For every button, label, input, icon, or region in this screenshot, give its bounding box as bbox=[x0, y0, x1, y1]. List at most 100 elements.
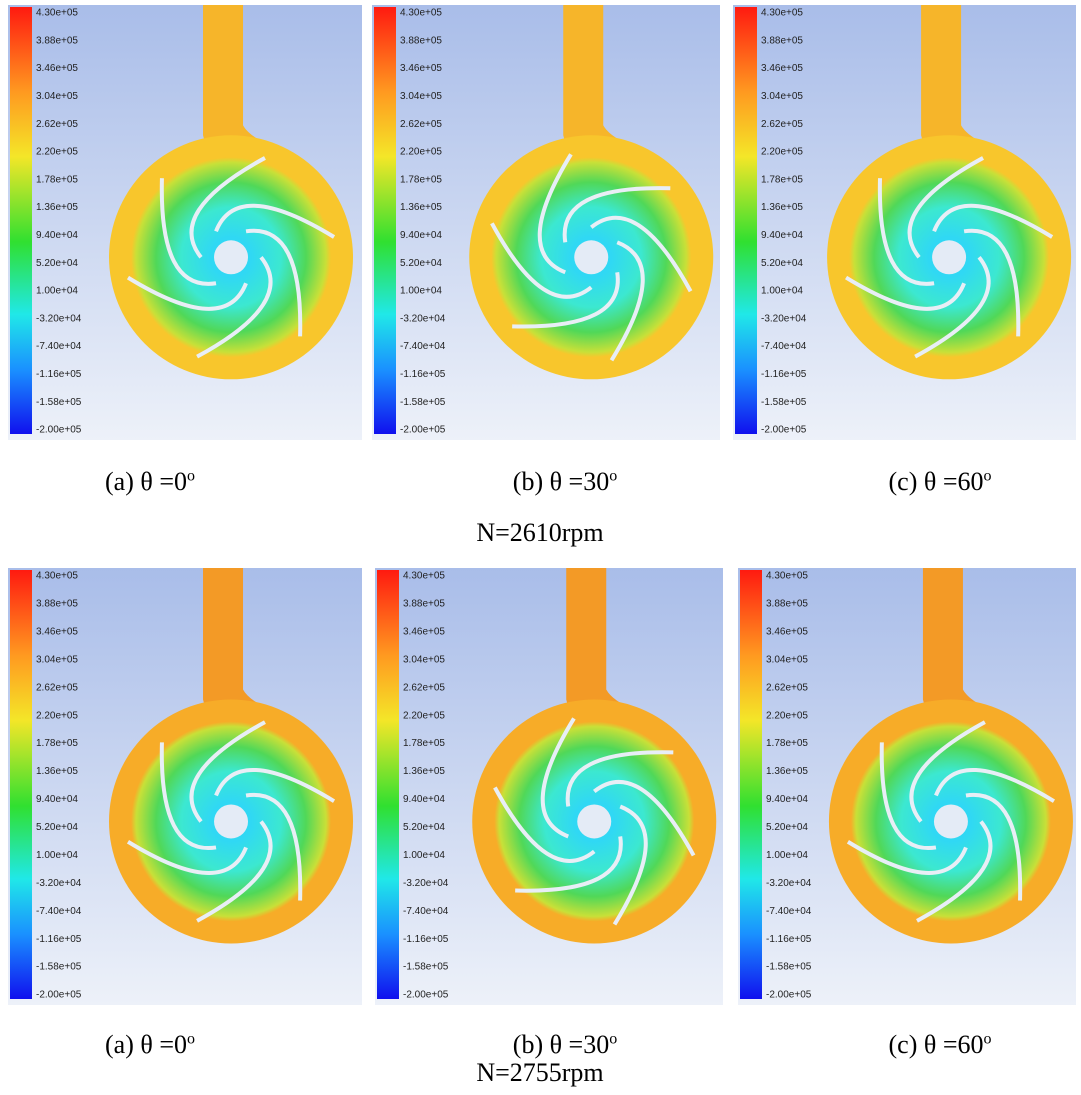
colorbar-label: 5.20e+04 bbox=[761, 258, 803, 269]
colorbar-label: 1.36e+05 bbox=[403, 766, 445, 777]
blade bbox=[515, 836, 623, 893]
blade bbox=[537, 153, 573, 275]
blade bbox=[540, 717, 576, 839]
colorbar-label: 1.36e+05 bbox=[766, 766, 808, 777]
colorbar-label: -2.00e+05 bbox=[400, 425, 446, 436]
blade bbox=[214, 767, 336, 803]
hub bbox=[933, 804, 968, 839]
caption-text: (a) θ =0 bbox=[105, 1030, 187, 1059]
blade bbox=[245, 228, 303, 337]
colorbar-label: -1.16e+05 bbox=[400, 369, 446, 380]
blade bbox=[159, 742, 217, 851]
colorbar-label: 5.20e+04 bbox=[36, 822, 78, 833]
degree-mark: o bbox=[609, 1030, 618, 1048]
group-label: N=2610rpm bbox=[476, 518, 604, 547]
blade bbox=[562, 186, 671, 243]
colorbar-label: 1.00e+04 bbox=[766, 850, 808, 861]
colorbar-label: 2.20e+05 bbox=[761, 147, 803, 158]
blade bbox=[963, 228, 1021, 337]
colorbar-label: -7.40e+04 bbox=[36, 341, 82, 352]
colorbar-label: 2.20e+05 bbox=[403, 710, 445, 721]
blade bbox=[490, 222, 593, 299]
colorbar-label: 2.62e+05 bbox=[403, 682, 445, 693]
caption: (c) θ =60o bbox=[889, 467, 992, 497]
colorbar-label: 1.36e+05 bbox=[36, 766, 78, 777]
colorbar-label: -2.00e+05 bbox=[766, 990, 812, 1001]
blade bbox=[965, 792, 1023, 901]
colorbar-label: 5.20e+04 bbox=[766, 822, 808, 833]
blade bbox=[909, 720, 986, 823]
colorbar-label: 9.40e+04 bbox=[766, 794, 808, 805]
hub bbox=[932, 240, 967, 275]
caption: (b) θ =30o bbox=[513, 467, 617, 497]
colorbar-label: -1.16e+05 bbox=[36, 934, 82, 945]
colorbar-label: -2.00e+05 bbox=[36, 990, 82, 1001]
hub bbox=[214, 240, 249, 275]
colorbar-label: 2.62e+05 bbox=[766, 682, 808, 693]
colorbar-label: 3.04e+05 bbox=[36, 654, 78, 665]
colorbar-label: 2.62e+05 bbox=[761, 119, 803, 130]
colorbar-label: 4.30e+05 bbox=[400, 8, 442, 19]
caption: (a) θ =0o bbox=[105, 467, 195, 497]
colorbar-label: 9.40e+04 bbox=[36, 794, 78, 805]
colorbar-label: -1.58e+05 bbox=[766, 962, 812, 973]
colorbar-label: -1.58e+05 bbox=[36, 397, 82, 408]
colorbar-label: 3.04e+05 bbox=[403, 654, 445, 665]
colorbar-label: 9.40e+04 bbox=[400, 230, 442, 241]
colorbar-label: 2.62e+05 bbox=[400, 119, 442, 130]
colorbar-label: 4.30e+05 bbox=[36, 571, 78, 582]
colorbar-label: -2.00e+05 bbox=[36, 425, 82, 436]
blade bbox=[196, 820, 273, 923]
colorbar-label: 2.62e+05 bbox=[36, 682, 78, 693]
colorbar-label: 1.36e+05 bbox=[761, 202, 803, 213]
colorbar-label: -2.00e+05 bbox=[761, 425, 807, 436]
colorbar bbox=[10, 570, 32, 999]
group-label: N=2755rpm bbox=[476, 1058, 604, 1087]
colorbar-label: -7.40e+04 bbox=[403, 906, 449, 917]
blade bbox=[245, 792, 303, 901]
colorbar-label: 1.78e+05 bbox=[766, 738, 808, 749]
caption-text: (c) θ =60 bbox=[888, 1030, 984, 1059]
degree-mark: o bbox=[186, 467, 195, 485]
colorbar-label: 3.88e+05 bbox=[400, 35, 442, 46]
colorbar-label: 1.78e+05 bbox=[36, 738, 78, 749]
colorbar bbox=[740, 570, 762, 999]
colorbar-label: 2.20e+05 bbox=[36, 710, 78, 721]
colorbar-label: 3.88e+05 bbox=[36, 35, 78, 46]
colorbar-label: 3.04e+05 bbox=[36, 91, 78, 102]
colorbar-label: -3.20e+04 bbox=[761, 313, 807, 324]
hub bbox=[577, 804, 612, 839]
colorbar-label: 3.04e+05 bbox=[766, 654, 808, 665]
caption-text: (b) θ =30 bbox=[512, 1030, 610, 1059]
colorbar-label: 1.00e+04 bbox=[403, 850, 445, 861]
colorbar-label: 1.36e+05 bbox=[400, 202, 442, 213]
colorbar-label: 1.00e+04 bbox=[761, 286, 803, 297]
colorbar-label: 2.62e+05 bbox=[36, 119, 78, 130]
blade bbox=[214, 203, 336, 239]
colorbar-label: -1.16e+05 bbox=[761, 369, 807, 380]
contour-plot: 4.30e+05 3.88e+05 3.46e+05 3.04e+05 2.62e+05… bbox=[8, 568, 362, 1005]
discharge-pipe bbox=[203, 568, 292, 730]
colorbar-label: 1.78e+05 bbox=[403, 738, 445, 749]
blade bbox=[907, 156, 984, 259]
blade bbox=[159, 178, 217, 286]
hub bbox=[574, 240, 609, 275]
colorbar-label: 2.20e+05 bbox=[766, 710, 808, 721]
caption: (a) θ =0o bbox=[105, 1030, 195, 1060]
colorbar-label: 4.30e+05 bbox=[36, 8, 78, 19]
colorbar-label: 3.46e+05 bbox=[761, 63, 803, 74]
colorbar-label: -3.20e+04 bbox=[36, 313, 82, 324]
colorbar-label: 3.88e+05 bbox=[36, 599, 78, 610]
colorbar-label: 4.30e+05 bbox=[761, 8, 803, 19]
blade bbox=[196, 256, 273, 359]
blade bbox=[845, 275, 966, 311]
colorbar-label: 9.40e+04 bbox=[761, 230, 803, 241]
colorbar bbox=[735, 7, 757, 434]
caption: (b) θ =30o bbox=[513, 1030, 617, 1060]
colorbar-label: 2.20e+05 bbox=[36, 147, 78, 158]
blade bbox=[589, 215, 693, 293]
colorbar-label: 3.46e+05 bbox=[36, 627, 78, 638]
blade bbox=[126, 275, 248, 311]
contour-plot: 4.30e+05 3.88e+05 3.46e+05 3.04e+05 2.62e+05… bbox=[372, 5, 720, 440]
